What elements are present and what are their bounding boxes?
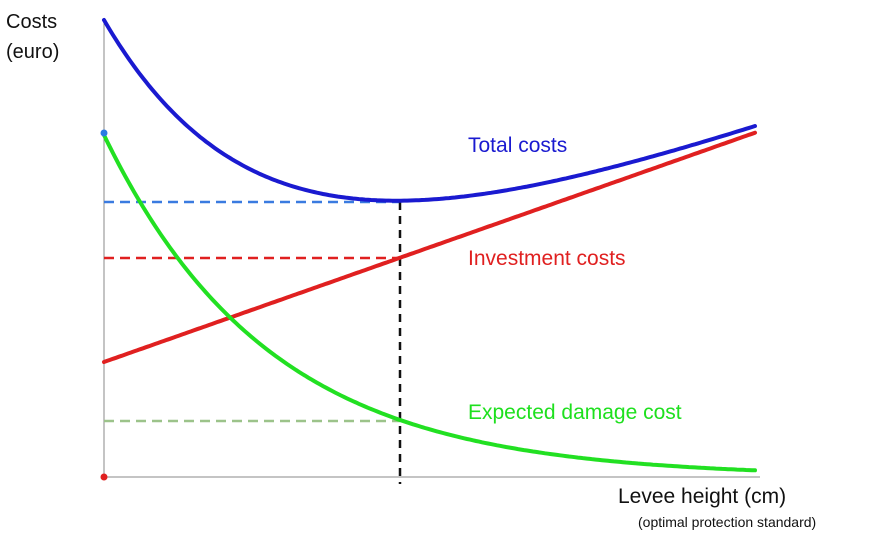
- total-curve: [102, 18, 757, 203]
- y-axis-label: Costs: [6, 11, 57, 33]
- total-label: Total costs: [468, 134, 567, 157]
- curves: [102, 18, 757, 473]
- damage-label: Expected damage cost: [468, 401, 682, 424]
- x-axis-sublabel: (optimal protection standard): [638, 514, 816, 530]
- investment-label: Investment costs: [468, 247, 626, 270]
- y-axis-label: (euro): [6, 41, 59, 63]
- x-axis-label: Levee height (cm): [618, 485, 786, 508]
- investment-curve: [102, 130, 757, 364]
- damage-start-dot: [100, 129, 108, 137]
- damage-curve: [102, 133, 757, 473]
- origin-dot: [100, 473, 108, 481]
